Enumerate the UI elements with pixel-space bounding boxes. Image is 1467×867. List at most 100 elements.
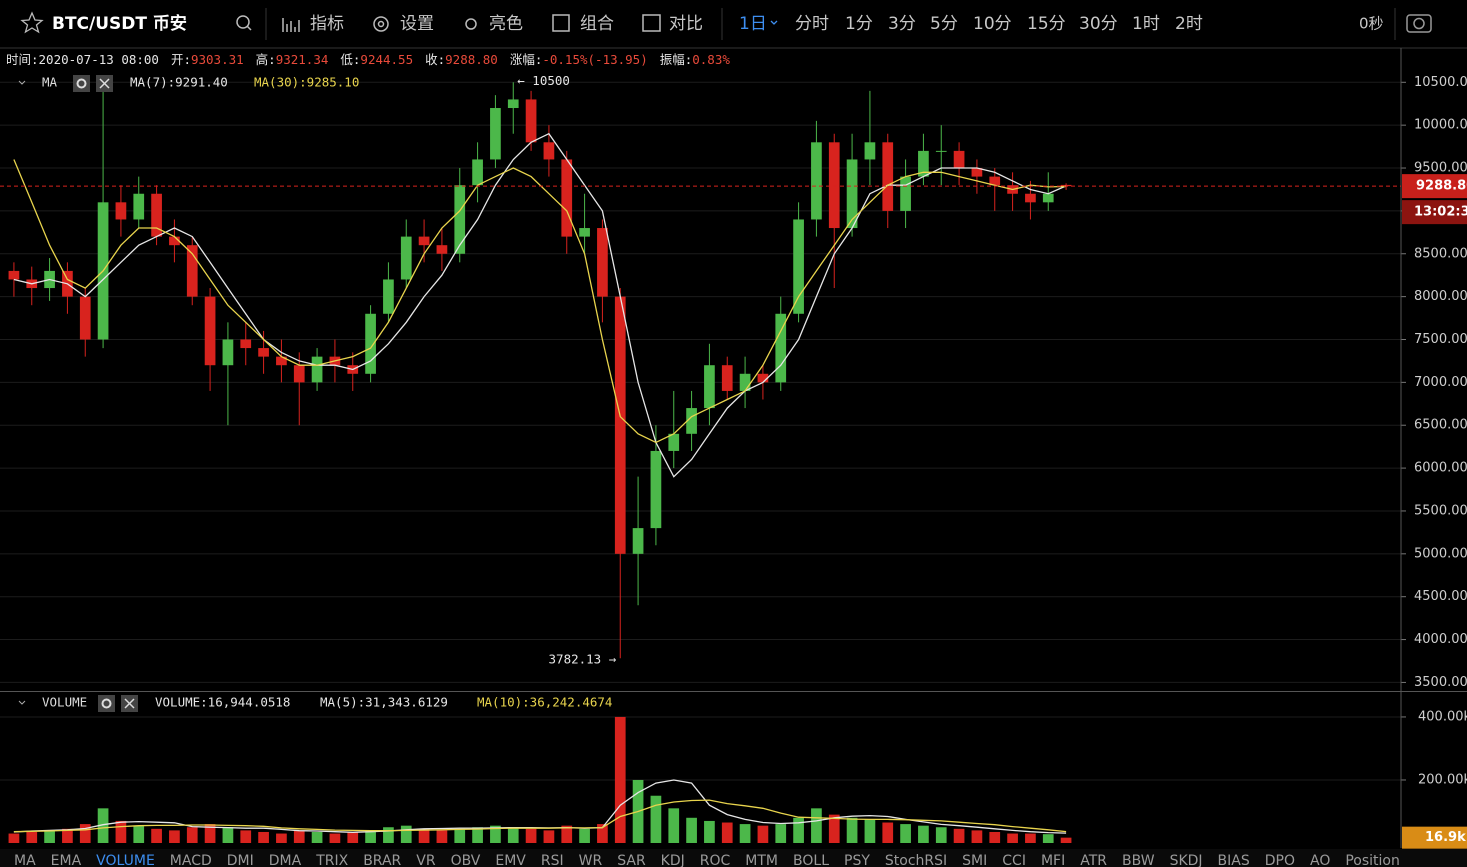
info-value: 9321.34 <box>276 52 329 67</box>
toolbar-button[interactable]: 设置 <box>400 14 434 34</box>
layout-icon <box>552 14 570 32</box>
indicator-tab[interactable]: DMI <box>227 853 254 867</box>
collapse-icon[interactable] <box>18 80 26 85</box>
settings-button[interactable] <box>73 75 90 92</box>
volume-bar <box>44 830 55 843</box>
symbol[interactable]: BTC/USDT 币安 <box>52 13 187 34</box>
collapse-icon[interactable] <box>18 700 26 705</box>
y-tick-label: 6000.00 <box>1414 461 1467 476</box>
indicator-tab[interactable]: MTM <box>745 853 778 867</box>
interval[interactable]: 3分 <box>888 14 916 34</box>
volume-bar <box>329 833 341 843</box>
indicator-tab[interactable]: TRIX <box>315 853 348 867</box>
max-annotation: ← 10500 <box>517 73 570 88</box>
toolbar-button[interactable]: 亮色 <box>489 14 523 34</box>
volume-bar <box>365 830 376 843</box>
close-icon <box>124 698 135 709</box>
indicator-tab[interactable]: BIAS <box>1218 853 1250 867</box>
indicator-tab[interactable]: MFI <box>1041 853 1065 867</box>
favorite-icon[interactable] <box>20 11 44 34</box>
info-label: 涨幅: <box>510 52 543 67</box>
candle-body <box>864 142 876 160</box>
settings-icon <box>373 16 389 32</box>
indicator-tab[interactable]: SAR <box>617 853 646 867</box>
indicator-tab[interactable]: BBW <box>1122 853 1155 867</box>
indicator-tab[interactable]: EMV <box>495 853 526 867</box>
interval[interactable]: 1时 <box>1132 14 1160 34</box>
candle-body <box>186 245 198 297</box>
last-price-label: 9288.80 <box>1416 179 1467 194</box>
indicator-tab[interactable]: VR <box>416 853 436 867</box>
volume-bar <box>1007 833 1018 843</box>
candle-body <box>365 313 376 374</box>
volume-bar <box>436 830 448 843</box>
volume-bar <box>989 831 1001 843</box>
indicator-tab[interactable]: OBV <box>451 853 481 867</box>
y-tick-label: 4000.00 <box>1414 632 1467 647</box>
volume-bar <box>953 828 965 843</box>
indicator-tab[interactable]: ATR <box>1080 853 1107 867</box>
interval[interactable]: 1分 <box>845 14 873 34</box>
interval[interactable]: 15分 <box>1027 14 1066 34</box>
dropdown-icon <box>770 20 778 25</box>
y2-tick-label: 200.00k <box>1418 772 1467 787</box>
indicator-tab[interactable]: EMA <box>51 853 82 867</box>
indicator-tab[interactable]: CCI <box>1002 853 1026 867</box>
indicator-tab[interactable]: DPO <box>1265 853 1295 867</box>
candle-body <box>900 176 911 211</box>
y-tick-label: 5500.00 <box>1414 503 1467 518</box>
interval[interactable]: 2时 <box>1175 14 1203 34</box>
indicator-tab[interactable]: BRAR <box>363 853 401 867</box>
search-icon[interactable] <box>236 15 250 29</box>
indicator-tab[interactable]: Position <box>1345 853 1400 867</box>
indicator-tab[interactable]: BOLL <box>793 853 829 867</box>
volume-bar <box>1042 834 1054 843</box>
toolbar-button[interactable]: 对比 <box>669 14 703 34</box>
indicator-tab[interactable]: ROC <box>700 853 731 867</box>
indicator-tab[interactable]: SMI <box>962 853 987 867</box>
candle-body <box>1025 193 1036 203</box>
interval[interactable]: 10分 <box>973 14 1012 34</box>
indicator-tab[interactable]: VOLUME <box>96 853 155 867</box>
interval[interactable]: 分时 <box>795 14 829 34</box>
indicator-tab[interactable]: WR <box>579 853 603 867</box>
legend-item: MA(10):36,242.4674 <box>477 695 612 710</box>
volume-bar <box>240 830 252 843</box>
indicator-tab[interactable]: RSI <box>541 853 564 867</box>
volume-bar <box>561 825 573 843</box>
interval[interactable]: 5分 <box>930 14 958 34</box>
gear-icon <box>101 698 112 709</box>
candle-body <box>311 356 323 383</box>
info-value: 2020-07-13 08:00 <box>39 52 159 67</box>
indicator-tab[interactable]: PSY <box>844 853 870 867</box>
toolbar-button[interactable]: 组合 <box>580 14 614 34</box>
candle-body <box>507 99 519 109</box>
candle-body <box>721 365 733 391</box>
toolbar-button[interactable]: 指标 <box>310 14 344 34</box>
indicator-tab[interactable]: StochRSI <box>885 853 947 867</box>
indicator-tab[interactable]: KDJ <box>661 853 685 867</box>
volume-bar <box>704 820 715 843</box>
info-label: 收: <box>425 52 445 67</box>
interval-active[interactable]: 1日 <box>739 14 767 34</box>
indicator-tab[interactable]: MACD <box>170 853 212 867</box>
candle-body <box>775 313 787 383</box>
legend-item: VOLUME:16,944.0518 <box>155 695 290 710</box>
indicator-tab[interactable]: SKDJ <box>1170 853 1203 867</box>
countdown-label: 13:02:3 <box>1414 205 1467 220</box>
candle-body <box>597 228 608 297</box>
info-label: 开: <box>171 52 191 67</box>
interval[interactable]: 30分 <box>1079 14 1118 34</box>
volume-bar <box>811 808 822 843</box>
candle-body <box>490 108 501 160</box>
candle-body <box>971 168 983 177</box>
screenshot-icon[interactable] <box>1406 14 1432 33</box>
volume-bar <box>793 817 804 843</box>
indicator-tab[interactable]: DMA <box>269 853 302 867</box>
candle-body <box>739 373 751 391</box>
candle-body <box>79 296 91 340</box>
candle-body <box>222 339 234 366</box>
indicator-tab[interactable]: MA <box>14 853 36 867</box>
indicator-tab[interactable]: AO <box>1310 853 1330 867</box>
settings-button[interactable] <box>98 695 115 712</box>
